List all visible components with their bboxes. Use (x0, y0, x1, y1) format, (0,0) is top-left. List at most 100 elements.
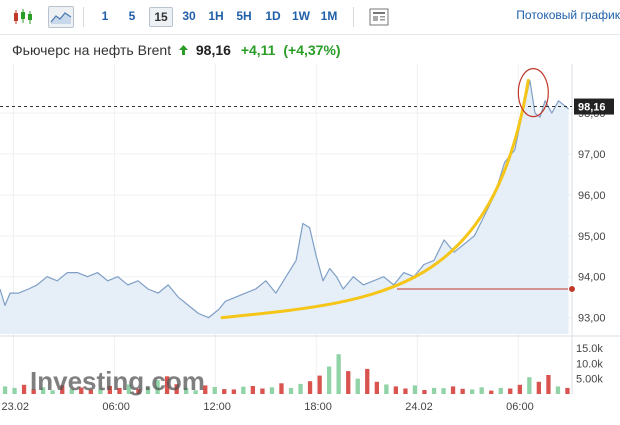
volume-bar (365, 368, 370, 394)
volume-tick-label: 10.0k (576, 358, 603, 370)
x-tick-label: 06:00 (102, 401, 130, 413)
marker-dot (568, 285, 576, 293)
volume-bar (393, 386, 398, 394)
x-tick-label: 12:00 (203, 401, 231, 413)
volume-bar (269, 387, 275, 394)
timeframe-5[interactable]: 5 (128, 9, 136, 23)
volume-bar (470, 389, 475, 394)
timeframe-15[interactable]: 15 (149, 7, 173, 27)
volume-bar (2, 386, 8, 394)
volume-bar (450, 386, 456, 394)
volume-bar (346, 371, 351, 394)
volume-bar (384, 384, 389, 394)
last-price-label: 98,16 (578, 102, 606, 114)
trend-curve-annotation (220, 78, 530, 320)
volume-bar (508, 388, 513, 394)
chart-axes: 93,0094,0095,0096,0097,0098,0098,1615.0k… (1, 98, 614, 413)
volume-bar (317, 375, 322, 394)
volume-bar (565, 387, 570, 394)
volume-bar (184, 387, 189, 394)
candlestick-chart-icon[interactable] (10, 6, 36, 28)
volume-bar (145, 387, 151, 394)
x-tick-label: 24.02 (405, 401, 433, 413)
volume-bar (327, 366, 332, 394)
instrument-header: Фьючерс на нефть Brent 98,16 +4,11 (+4,3… (12, 42, 341, 58)
volume-bar (88, 389, 93, 394)
volume-bar (222, 389, 227, 394)
x-tick-label: 18:00 (304, 401, 332, 413)
timeframe-1m[interactable]: 1M (320, 9, 338, 23)
volume-bar (336, 354, 341, 394)
volume-bar (98, 388, 103, 394)
timeframe-30[interactable]: 30 (182, 9, 196, 23)
volume-bar (69, 389, 74, 394)
price-area (0, 79, 569, 335)
volume-bar (164, 376, 170, 394)
volume-bar (60, 385, 65, 394)
volume-bar (193, 390, 198, 394)
volume-bar (441, 388, 446, 394)
volume-bar (298, 383, 303, 394)
volume-bar (489, 390, 494, 394)
volume-bar (126, 384, 132, 394)
volume-bar (250, 386, 255, 394)
volume-bar (31, 389, 36, 394)
price-change: +4,11 (240, 42, 276, 58)
instrument-name: Фьючерс на нефть Brent (12, 42, 172, 58)
timeframe-1w[interactable]: 1W (292, 9, 310, 23)
volume-bar (212, 387, 217, 394)
price-chart-area[interactable]: 93,0094,0095,0096,0097,0098,0098,1615.0k… (0, 64, 620, 420)
volume-bar (498, 387, 503, 394)
x-tick-label: 06:00 (506, 401, 534, 413)
last-price-box (574, 98, 614, 115)
timeframe-5h[interactable]: 5H (236, 9, 252, 23)
volume-bar (241, 386, 246, 394)
y-tick-label: 95,00 (578, 231, 606, 243)
volume-bar (555, 386, 561, 394)
volume-bar (412, 385, 418, 394)
volume-bar (546, 375, 551, 394)
volume-bar (79, 387, 84, 394)
volume-tick-label: 5.00k (576, 374, 603, 386)
volume-bar (355, 378, 360, 394)
price-chart[interactable]: 93,0094,0095,0096,0097,0098,0098,1615.0k… (0, 64, 620, 420)
y-tick-label: 93,00 (578, 313, 606, 325)
timeframe-1d[interactable]: 1D (265, 9, 281, 23)
volume-tick-label: 15.0k (576, 343, 603, 355)
volume-bar (107, 386, 112, 394)
streaming-chart-link[interactable]: Потоковый график (516, 8, 620, 22)
volume-bar (527, 377, 532, 394)
volume-bar (279, 383, 284, 394)
volume-bar (21, 384, 27, 394)
volume-bar (479, 387, 484, 394)
area-chart-icon[interactable] (48, 6, 74, 28)
volume-bar (12, 387, 17, 394)
volume-bar (174, 384, 179, 394)
volume-bar (231, 389, 236, 394)
volume-bar (136, 388, 141, 394)
volume-bar (431, 387, 437, 394)
y-tick-label: 97,00 (578, 149, 606, 161)
volume-bar (203, 385, 208, 394)
volume-bar (117, 387, 122, 394)
investing-watermark: Investing.com (30, 366, 205, 396)
x-tick-label: 23.02 (1, 401, 29, 413)
volume-bar (307, 381, 313, 394)
volume-bar (536, 381, 541, 394)
volume-bar (460, 388, 465, 394)
news-icon[interactable] (366, 6, 392, 28)
volume-bar (403, 388, 408, 394)
last-price: 98,16 (195, 42, 231, 58)
volume-bar (50, 390, 55, 394)
volume-bar (41, 387, 46, 394)
timeframe-1h[interactable]: 1H (208, 9, 224, 23)
y-tick-label: 94,00 (578, 272, 606, 284)
volume-bar (517, 384, 522, 394)
annotations (0, 68, 576, 320)
volume-bar (260, 388, 265, 394)
volume-bar (155, 380, 160, 394)
timeframe-1[interactable]: 1 (101, 9, 109, 23)
toolbar-divider (353, 7, 354, 27)
volume-bar (374, 381, 379, 394)
peak-highlight-ellipse (517, 68, 549, 118)
